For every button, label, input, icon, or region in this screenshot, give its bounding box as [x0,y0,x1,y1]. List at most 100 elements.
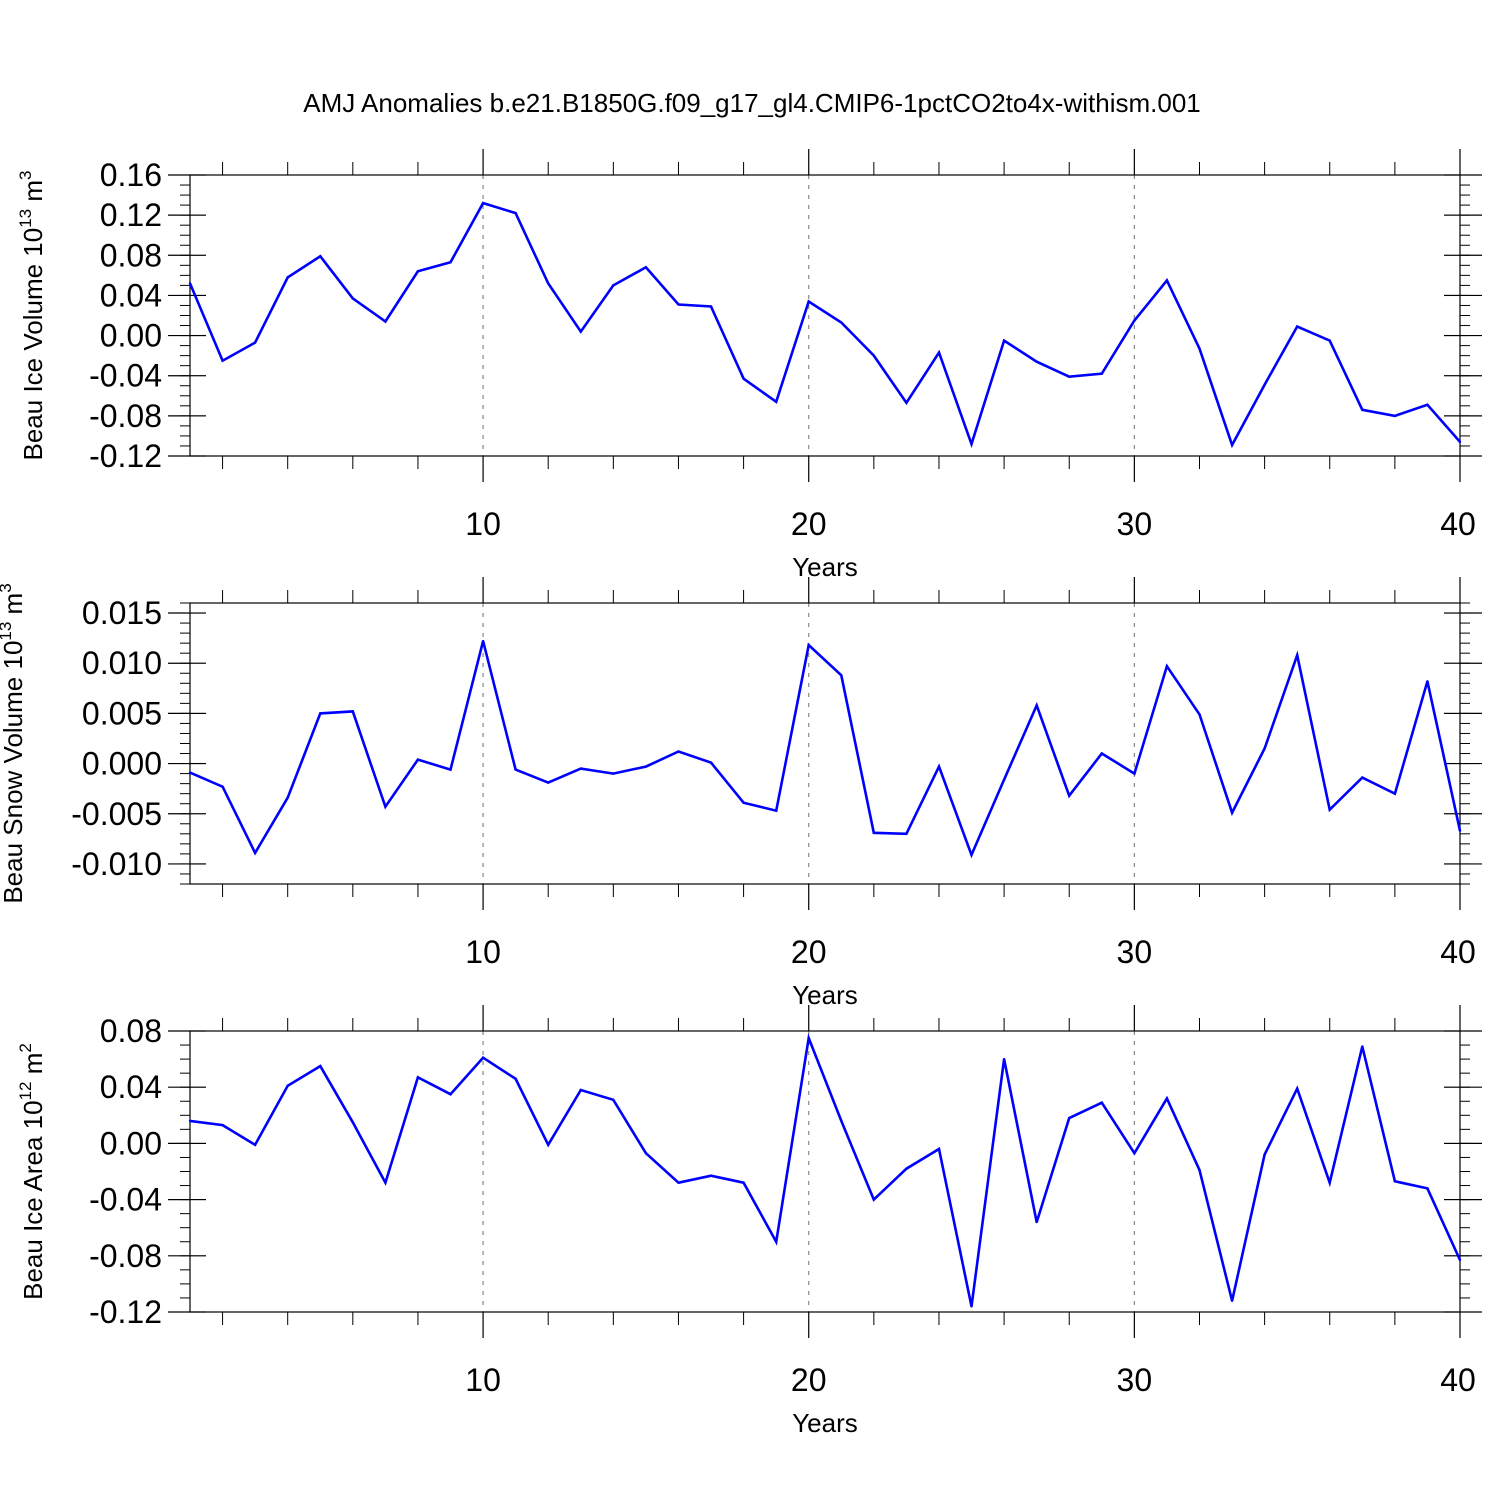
y-tick-label: 0.000 [82,746,162,782]
data-point [742,1181,745,1184]
data-point [319,712,322,715]
data-point [1458,1258,1462,1262]
data-point [644,266,648,269]
data-point [644,765,648,768]
data-point [481,1056,485,1059]
y-axis-title-part: m [18,1053,48,1082]
data-point [709,1174,713,1177]
data-point [351,297,355,300]
y-axis-title-superscript: 2 [16,1043,35,1052]
data-point [1198,713,1201,716]
data-point [1230,443,1234,447]
y-axis-title-superscript: 13 [16,209,35,228]
data-point [644,1152,648,1155]
panel-2: -0.010 -0.005 0.000 0.005 0.010 0.015 10 20 30 40… [0,577,1482,1010]
x-tick-label: 30 [1117,934,1153,970]
data-point [579,1088,582,1092]
data-point [970,853,973,857]
data-point [807,300,810,303]
data-point [351,1121,355,1124]
data-point [1361,776,1364,779]
data-point [547,1143,550,1147]
x-tick-label: 20 [791,506,827,542]
data-point [1100,372,1103,375]
data-point [1393,1180,1397,1183]
data-point [1361,1045,1364,1048]
y-axis-title-superscript: 13 [0,622,15,641]
data-point [774,809,778,812]
x-tick-label: 40 [1440,934,1476,970]
x-tick-label: 20 [791,1362,827,1398]
y-tick-label: -0.04 [89,1182,162,1218]
data-point [1361,408,1364,412]
data-point [1165,665,1169,668]
x-tick-label: 40 [1440,1362,1476,1398]
data-point [547,282,550,285]
y-axis-title-part: Beau Ice Volume 10 [18,228,48,461]
data-point [970,1305,973,1308]
data-point [1426,1187,1429,1190]
y-tick-label: 0.00 [100,1125,162,1161]
data-point [872,1198,876,1201]
x-tick-label: 10 [465,506,501,542]
data-point [709,761,713,764]
data-point [774,400,778,404]
data-point [1068,794,1071,797]
data-point [1295,653,1299,657]
y-tick-label: 0.08 [100,1013,162,1049]
data-point [677,1181,680,1184]
y-axis-title-part: m [18,180,48,209]
y-tick-label: 0.010 [82,645,162,681]
data-point [1295,325,1299,328]
data-point [840,321,843,324]
data-point [579,767,582,770]
data-point [221,785,224,788]
y-axis-title-part: Beau Ice Area 10 [18,1100,48,1299]
data-point [1133,1152,1136,1155]
data-point [840,1119,843,1123]
data-point [1230,1299,1234,1302]
data-point [514,768,517,771]
y-tick-label: 0.04 [100,1069,162,1105]
data-point [1426,680,1429,683]
data-point [1100,752,1103,755]
series-line [189,1033,1462,1307]
data-point [514,1077,517,1080]
data-point [1002,778,1006,781]
data-point [709,305,713,308]
data-point [351,710,355,713]
y-tick-label: -0.12 [89,438,162,474]
data-point [416,270,420,273]
data-point [937,351,941,354]
data-point [1198,1168,1201,1172]
data-point [1100,1101,1103,1104]
y-axis-title: Beau Snow Volume 1013 m3 [0,583,28,903]
panel-1: -0.12 -0.08 -0.04 0.00 0.04 0.08 0.12 0.16 10 20 3… [16,149,1482,582]
data-point [514,211,517,215]
y-tick-label: 0.00 [100,318,162,354]
data-point [253,851,257,855]
x-axis-title: Years [792,980,858,1010]
data-point [937,1147,941,1151]
data-point [970,442,973,446]
data-point [481,201,485,205]
data-point [449,261,452,264]
data-point [384,1181,387,1184]
data-point [1165,1097,1169,1100]
x-axis-title: Years [792,552,858,582]
y-axis-title-superscript: 12 [16,1081,35,1100]
data-point [253,341,257,344]
data-point [579,330,582,333]
data-point [612,284,615,287]
data-point [1133,319,1136,322]
data-point [612,1098,615,1102]
y-tick-label: -0.12 [89,1294,162,1330]
data-point [416,1076,420,1079]
x-axis-title: Years [792,1408,858,1438]
data-point [677,750,680,753]
data-point [905,1167,908,1170]
x-tick-label: 10 [465,1362,501,1398]
data-point [1002,339,1006,342]
plot-frame [189,174,1461,457]
